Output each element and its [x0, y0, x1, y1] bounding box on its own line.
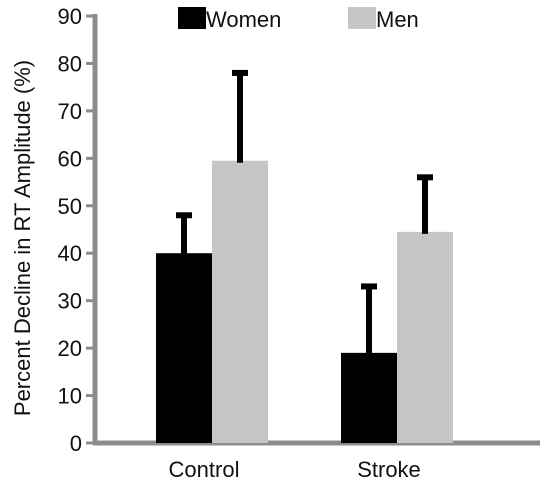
bar-women-control	[156, 253, 212, 443]
legend: Women Men	[178, 7, 419, 32]
legend-label: Women	[206, 7, 281, 32]
x-category-label: Control	[169, 457, 240, 482]
y-tick-label: 70	[58, 99, 82, 124]
x-category-label: Stroke	[357, 457, 421, 482]
bar-men-stroke	[397, 231, 453, 443]
plot-area: 0 10 20 30 40 50 60 70 80 90 Control Stroke	[58, 4, 540, 482]
y-tick-label: 80	[58, 51, 82, 76]
legend-label: Men	[376, 7, 419, 32]
bar-men-control	[212, 160, 268, 443]
y-tick-label: 10	[58, 384, 82, 409]
legend-swatch	[178, 7, 206, 29]
bar-women-stroke	[341, 352, 397, 443]
y-tick-label: 20	[58, 336, 82, 361]
y-tick-label: 50	[58, 194, 82, 219]
y-tick-label: 0	[70, 431, 82, 456]
y-tick-label: 30	[58, 289, 82, 314]
y-tick-label: 60	[58, 146, 82, 171]
legend-swatch	[348, 7, 376, 29]
y-axis-title: Percent Decline in RT Amplitude (%)	[10, 60, 35, 416]
y-tick-label: 40	[58, 241, 82, 266]
y-tick-label: 90	[58, 4, 82, 29]
